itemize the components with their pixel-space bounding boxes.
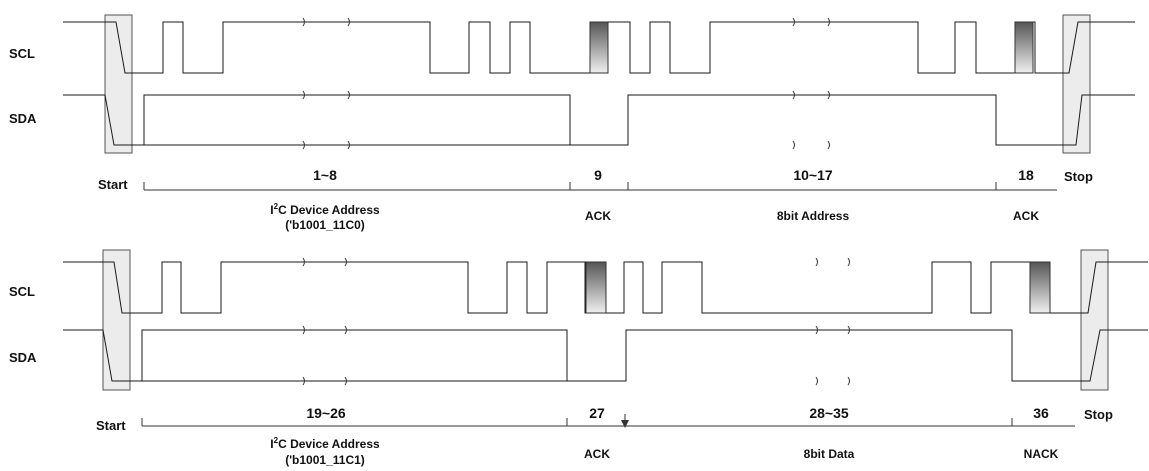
start-label: Start — [96, 418, 126, 433]
bit-range-10-17: 10~17 — [793, 167, 833, 183]
ack-label: ACK — [584, 447, 610, 461]
ack-pulse-1 — [589, 21, 609, 74]
stop-label: Stop — [1064, 169, 1093, 184]
bit-range-28-35: 28~35 — [809, 405, 849, 421]
scl-label: SCL — [9, 46, 35, 61]
bit-axis — [143, 182, 1057, 191]
sda-label: SDA — [9, 350, 37, 365]
address-field-label: 8bit Address — [777, 209, 850, 223]
data-field-label: 8bit Data — [804, 447, 855, 461]
bit-range-18: 18 — [1018, 167, 1034, 183]
sda-low-waveform — [112, 329, 1148, 382]
stop-label: Stop — [1084, 407, 1113, 422]
nack-label: NACK — [1024, 447, 1059, 461]
device-address-value: ('b1001_11C1) — [285, 453, 365, 467]
device-address-label: I2C Device Address — [270, 436, 380, 451]
stop-condition-box — [1062, 14, 1091, 154]
scl-label: SCL — [9, 284, 35, 299]
bit-range-36: 36 — [1033, 405, 1049, 421]
start-condition-box — [102, 249, 131, 391]
sda-high-waveform — [63, 329, 568, 382]
device-address-label: I2C Device Address — [270, 202, 380, 217]
break-marks — [302, 257, 850, 386]
ack-pulse-1 — [585, 261, 607, 314]
bit-range-1-8: 1~8 — [313, 167, 337, 183]
device-address-value: ('b1001_11C0) — [285, 218, 365, 232]
sda-label: SDA — [9, 111, 37, 126]
start-label: Start — [98, 177, 128, 192]
ack-pulse-2 — [1029, 261, 1051, 314]
break-marks — [302, 17, 830, 150]
bit-range-9: 9 — [594, 167, 602, 183]
scl-waveform — [63, 21, 1135, 74]
sda-high-waveform — [63, 94, 571, 146]
ack-pulse-2 — [1014, 21, 1034, 74]
arrow-down-icon — [621, 420, 629, 428]
bit-range-27: 27 — [589, 405, 605, 421]
top-timing-section: SCL SDA Start Stop 1~8 9 10~17 18 I2C De… — [9, 14, 1135, 232]
ack-label-2: ACK — [1013, 209, 1039, 223]
bit-range-19-26: 19~26 — [306, 405, 346, 421]
bit-axis — [141, 418, 1075, 427]
bottom-timing-section: SCL SDA Start Stop 19~26 27 28~35 36 I2C… — [9, 249, 1148, 467]
ack-label-1: ACK — [585, 209, 611, 223]
sda-low-waveform — [114, 94, 1135, 146]
